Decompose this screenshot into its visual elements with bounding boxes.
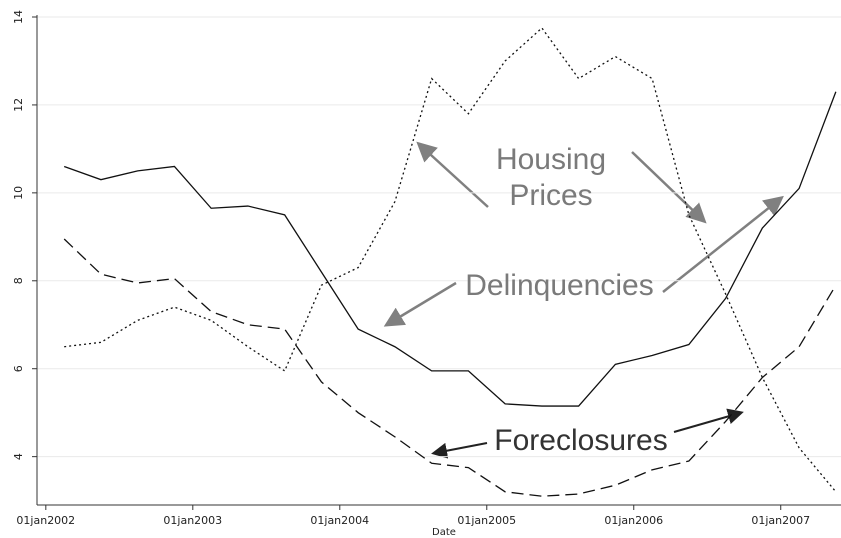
line-series xyxy=(64,27,837,493)
annotation: Foreclosures xyxy=(494,424,668,457)
annotation: Housing Prices xyxy=(495,143,607,212)
x-tick-label: 01jan2005 xyxy=(457,514,516,527)
y-tick-label: 6 xyxy=(12,365,25,372)
x-tick-label: 01jan2003 xyxy=(163,514,222,527)
x-tick-label: 01jan2007 xyxy=(751,514,810,527)
y-tick-label: 14 xyxy=(12,10,25,24)
y-tick-label: 10 xyxy=(12,186,25,200)
y-tick-label: 8 xyxy=(12,277,25,284)
x-axis-label: Date xyxy=(432,527,456,538)
x-tick-label: 01jan2006 xyxy=(604,514,663,527)
y-tick-label: 12 xyxy=(12,98,25,112)
arrow xyxy=(673,408,744,433)
annotation: Delinquencies xyxy=(465,269,654,302)
annotation-arrows xyxy=(383,141,784,459)
arrow xyxy=(383,281,457,327)
line-series xyxy=(63,91,837,407)
y-tick-label: 4 xyxy=(12,453,25,460)
arrow xyxy=(631,151,707,224)
arrow xyxy=(662,195,784,293)
arrow xyxy=(431,442,488,459)
arrow xyxy=(416,141,489,208)
line-series xyxy=(63,238,837,497)
x-tick-label: 01jan2002 xyxy=(16,514,75,527)
x-tick-label: 01jan2004 xyxy=(310,514,369,527)
